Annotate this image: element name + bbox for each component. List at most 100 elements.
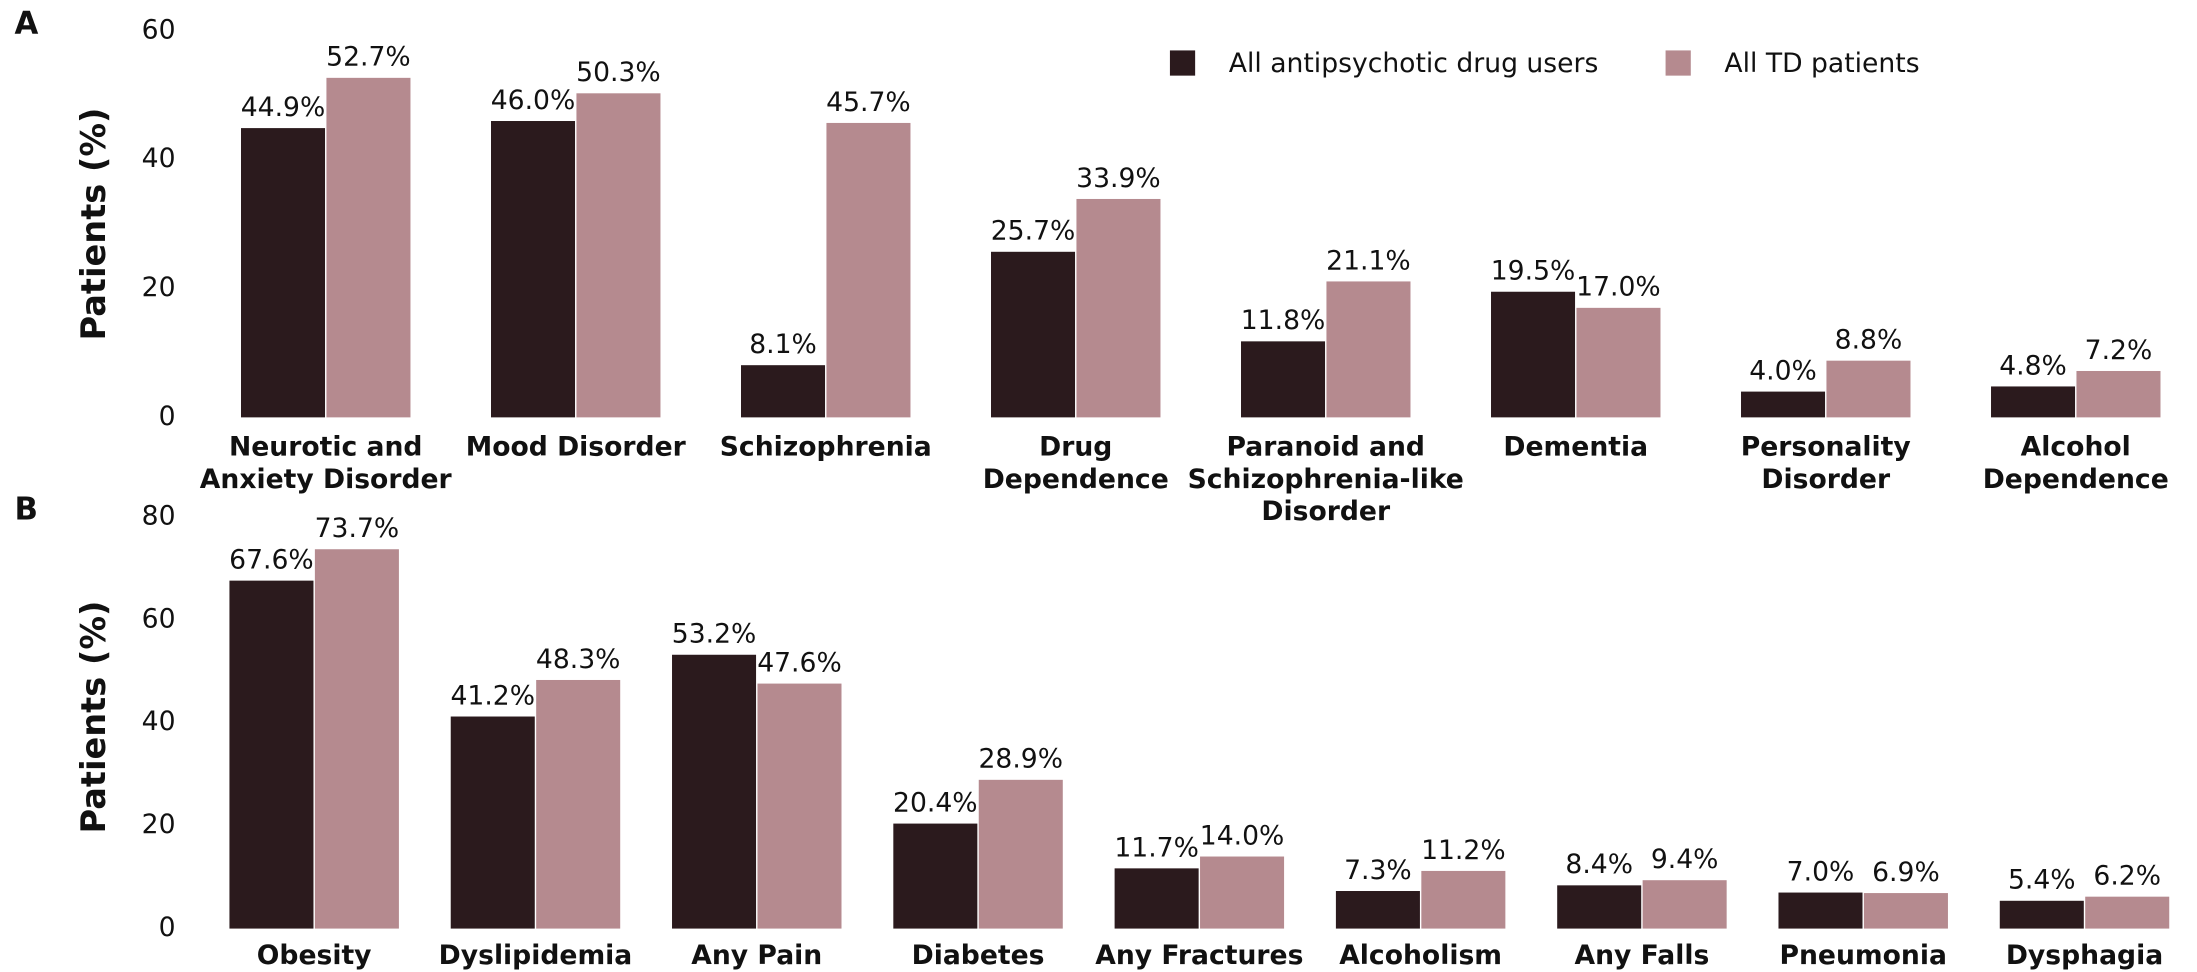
value-label: 21.1% (1326, 245, 1411, 276)
value-label: 53.2% (672, 619, 757, 650)
bar (1999, 900, 2084, 929)
value-label: 9.4% (1651, 844, 1719, 875)
bar (1491, 291, 1576, 418)
x-tick-label: Neurotic and (229, 432, 423, 463)
bar (978, 779, 1063, 929)
value-label: 11.2% (1421, 835, 1506, 866)
bar (1576, 307, 1661, 418)
value-label: 52.7% (326, 42, 411, 73)
bar (826, 122, 911, 418)
bar (1741, 391, 1826, 418)
y-axis-title: Patients (%) (74, 601, 113, 834)
x-tick-label: Any Fractures (1095, 940, 1303, 971)
bar (576, 93, 661, 418)
x-tick-label: Dyslipidemia (439, 940, 633, 971)
bar (1326, 281, 1411, 418)
x-tick-label: Anxiety Disorder (200, 464, 453, 495)
value-label: 7.2% (2085, 335, 2153, 366)
value-label: 19.5% (1491, 256, 1576, 287)
bar (1778, 892, 1863, 929)
y-tick-label: 0 (159, 401, 176, 432)
bar (229, 580, 314, 929)
bar (1826, 360, 1911, 418)
value-label: 11.8% (1241, 305, 1326, 336)
bar (1863, 893, 1948, 929)
value-label: 33.9% (1076, 163, 1161, 194)
value-label: 67.6% (229, 545, 314, 576)
legend-label: All TD patients (1724, 48, 1919, 79)
x-tick-label: Disorder (1261, 496, 1391, 527)
bar (1241, 341, 1326, 418)
y-tick-label: 80 (142, 500, 176, 531)
y-tick-label: 60 (142, 14, 176, 45)
bar (326, 77, 411, 418)
value-label: 8.8% (1835, 325, 1903, 356)
y-tick-label: 40 (142, 706, 176, 737)
bar (1642, 880, 1727, 929)
x-tick-label: Dysphagia (2006, 940, 2163, 971)
x-tick-label: Mood Disorder (466, 432, 687, 463)
bar (893, 823, 978, 929)
x-tick-label: Diabetes (912, 940, 1045, 971)
value-label: 45.7% (826, 87, 911, 118)
bar (2076, 370, 2161, 418)
y-tick-label: 20 (142, 272, 176, 303)
value-label: 17.0% (1576, 272, 1661, 303)
value-label: 50.3% (576, 57, 661, 88)
value-label: 20.4% (893, 787, 978, 818)
y-axis-title: Patients (%) (74, 108, 113, 341)
x-tick-label: Alcohol (2021, 432, 2131, 463)
x-tick-label: Schizophrenia (720, 432, 932, 463)
panel-label: A (14, 6, 38, 42)
bar (1114, 868, 1199, 929)
y-tick-label: 0 (159, 912, 176, 943)
x-tick-label: Any Falls (1575, 940, 1710, 971)
x-tick-label: Any Pain (691, 940, 822, 971)
value-label: 46.0% (491, 85, 576, 116)
value-label: 14.0% (1200, 820, 1285, 851)
x-tick-label: Alcoholism (1339, 940, 1502, 971)
value-label: 4.0% (1749, 355, 1817, 386)
bar (1335, 891, 1420, 929)
x-tick-label: Disorder (1761, 464, 1891, 495)
x-tick-label: Pneumonia (1779, 940, 1946, 971)
panel-label: B (14, 492, 37, 528)
legend-label: All antipsychotic drug users (1229, 48, 1599, 79)
bar (1200, 856, 1285, 929)
value-label: 73.7% (315, 513, 400, 544)
value-label: 28.9% (978, 744, 1063, 775)
y-tick-label: 20 (142, 809, 176, 840)
x-tick-label: Drug (1039, 432, 1112, 463)
value-label: 6.9% (1872, 857, 1940, 888)
bar (672, 654, 757, 929)
x-tick-label: Dependence (1983, 464, 2169, 495)
bar (314, 549, 399, 929)
bar (1557, 885, 1642, 929)
x-tick-label: Personality (1741, 432, 1911, 463)
legend-swatch (1665, 50, 1691, 76)
value-label: 5.4% (2008, 865, 2076, 896)
x-tick-label: Obesity (257, 940, 372, 971)
bar (536, 679, 621, 929)
bar (450, 716, 535, 929)
bar (1991, 386, 2076, 418)
bar (2085, 896, 2170, 929)
x-tick-label: Dependence (983, 464, 1169, 495)
y-tick-label: 40 (142, 143, 176, 174)
value-label: 7.0% (1787, 856, 1855, 887)
x-tick-label: Dementia (1503, 432, 1648, 463)
bar (1076, 198, 1161, 418)
value-label: 44.9% (241, 92, 326, 123)
bar (991, 251, 1076, 418)
bar (741, 365, 826, 418)
value-label: 48.3% (536, 644, 621, 675)
bar (757, 683, 842, 929)
value-label: 7.3% (1344, 855, 1412, 886)
x-tick-label: Paranoid and (1227, 432, 1425, 463)
bar (240, 128, 326, 418)
y-tick-label: 60 (142, 603, 176, 634)
value-label: 4.8% (1999, 350, 2067, 381)
value-label: 41.2% (450, 680, 535, 711)
bar (491, 121, 576, 418)
